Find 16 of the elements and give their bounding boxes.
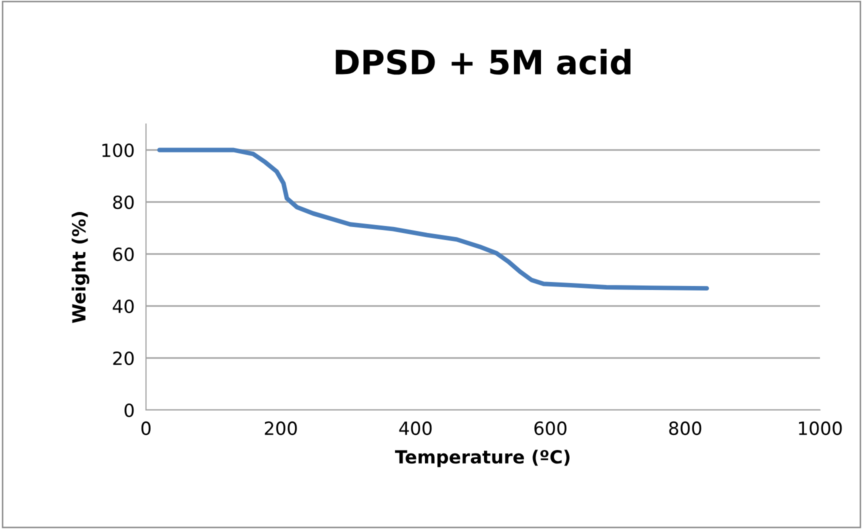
y-tick-label: 100	[102, 143, 134, 158]
y-tick-label: 60	[113, 247, 134, 262]
y-tick-label: 20	[113, 351, 134, 366]
x-tick-label: 200	[264, 421, 297, 436]
x-tick-label: 1000	[799, 421, 842, 436]
y-axis-title: Weight (%)	[72, 212, 90, 323]
x-tick-label: 800	[669, 421, 702, 436]
y-tick-label: 0	[124, 403, 134, 418]
x-tick-label: 400	[399, 421, 432, 436]
chart-title: DPSD + 5M acid	[336, 48, 630, 75]
line-series	[157, 148, 709, 291]
y-tick-label: 80	[113, 195, 134, 210]
x-axis-title: Temperature (ºC)	[395, 450, 570, 468]
x-tick-label: 0	[141, 421, 151, 436]
y-tick-label: 40	[112, 299, 134, 314]
x-tick-label: 600	[534, 421, 566, 436]
